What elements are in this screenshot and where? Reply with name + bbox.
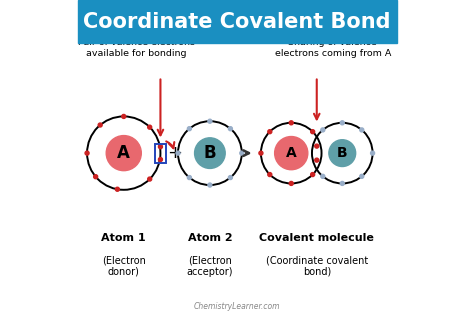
Text: Pair of valence electrons
available for bonding: Pair of valence electrons available for … bbox=[78, 38, 195, 58]
Circle shape bbox=[321, 128, 325, 132]
Text: +: + bbox=[167, 144, 182, 162]
Circle shape bbox=[158, 158, 163, 161]
Text: Coordinate Covalent Bond: Coordinate Covalent Bond bbox=[83, 11, 391, 32]
Text: Atom 1: Atom 1 bbox=[101, 233, 146, 243]
Circle shape bbox=[321, 174, 325, 178]
Circle shape bbox=[122, 115, 126, 118]
Text: Sharing of valence
electrons coming from A: Sharing of valence electrons coming from… bbox=[274, 38, 391, 58]
Circle shape bbox=[315, 158, 319, 162]
Bar bbox=[155, 144, 165, 163]
Text: A: A bbox=[286, 146, 297, 160]
Text: A: A bbox=[118, 144, 130, 162]
Text: (Coordinate covalent
bond): (Coordinate covalent bond) bbox=[265, 255, 368, 277]
Circle shape bbox=[187, 175, 191, 180]
Circle shape bbox=[240, 151, 244, 155]
Circle shape bbox=[329, 140, 356, 167]
Circle shape bbox=[208, 183, 212, 187]
Circle shape bbox=[208, 119, 212, 123]
Circle shape bbox=[148, 125, 152, 129]
Circle shape bbox=[85, 151, 89, 155]
Circle shape bbox=[259, 151, 263, 155]
Circle shape bbox=[360, 128, 364, 132]
Circle shape bbox=[268, 173, 272, 176]
Circle shape bbox=[340, 121, 344, 125]
Circle shape bbox=[194, 138, 225, 168]
Text: B: B bbox=[203, 144, 216, 162]
Circle shape bbox=[115, 187, 119, 191]
Circle shape bbox=[94, 175, 98, 179]
Circle shape bbox=[289, 121, 293, 125]
Text: B: B bbox=[337, 146, 347, 160]
Circle shape bbox=[148, 177, 152, 181]
Circle shape bbox=[187, 127, 191, 131]
Circle shape bbox=[315, 144, 319, 148]
Circle shape bbox=[98, 123, 102, 127]
Circle shape bbox=[310, 130, 315, 134]
Circle shape bbox=[176, 151, 180, 155]
Text: Covalent molecule: Covalent molecule bbox=[259, 233, 374, 243]
Circle shape bbox=[310, 173, 315, 176]
Text: (Electron
acceptor): (Electron acceptor) bbox=[187, 255, 233, 277]
Circle shape bbox=[360, 174, 364, 178]
Text: Atom 2: Atom 2 bbox=[188, 233, 232, 243]
Circle shape bbox=[228, 127, 232, 131]
Circle shape bbox=[106, 136, 141, 171]
Circle shape bbox=[268, 130, 272, 134]
Circle shape bbox=[371, 151, 374, 155]
Circle shape bbox=[228, 175, 232, 180]
Text: ChemistryLearner.com: ChemistryLearner.com bbox=[194, 302, 280, 311]
Circle shape bbox=[289, 182, 293, 185]
Circle shape bbox=[340, 182, 344, 185]
Bar bbox=[78, 0, 396, 43]
Text: (Electron
donor): (Electron donor) bbox=[102, 255, 146, 277]
Circle shape bbox=[274, 137, 308, 170]
Circle shape bbox=[158, 145, 163, 149]
